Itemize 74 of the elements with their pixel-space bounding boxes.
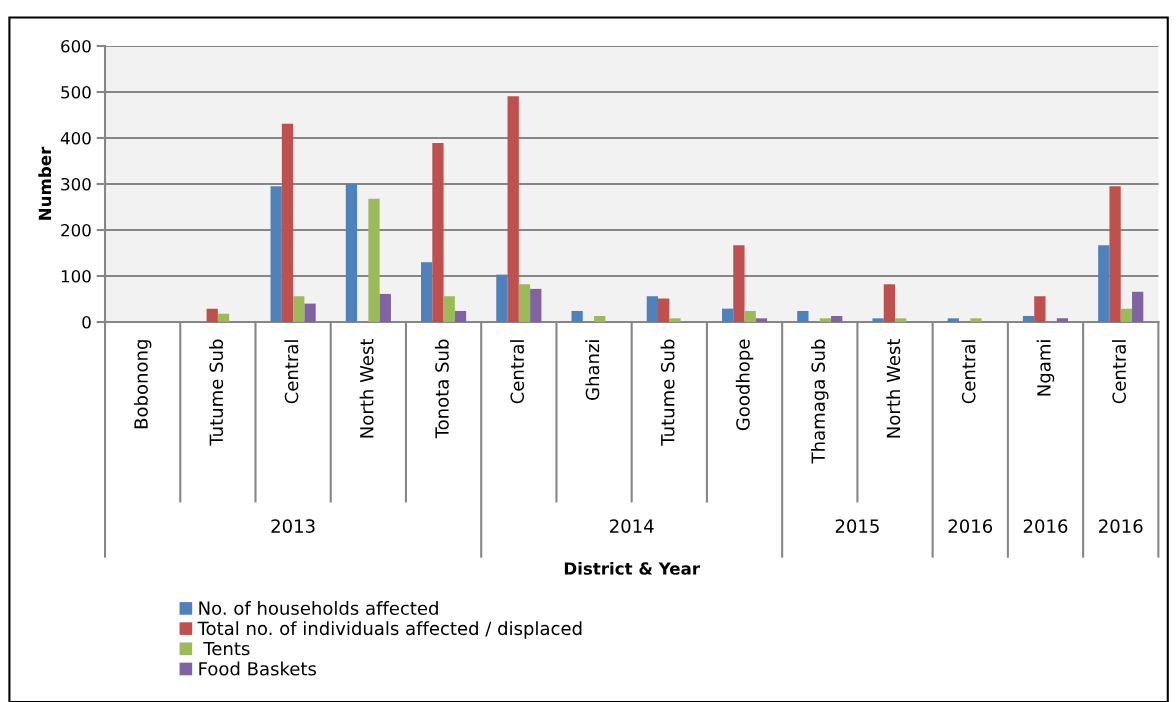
bar	[217, 313, 230, 323]
bar	[1109, 186, 1121, 323]
bar	[454, 310, 467, 323]
bar	[831, 316, 843, 323]
x-tick-label: Ngami	[1036, 340, 1055, 396]
x-tick-label: Ghanzi	[585, 340, 600, 400]
text: 2016	[1099, 519, 1143, 533]
x-tick-label: Goodhope	[735, 339, 754, 431]
text: District & Year	[564, 561, 700, 575]
bar	[293, 296, 305, 323]
bar	[1056, 318, 1069, 323]
x-tick-label: Central	[510, 340, 525, 404]
bar	[819, 318, 832, 323]
text: 2016	[948, 519, 993, 533]
bar	[1022, 316, 1035, 323]
x-tick-label: Bobonong	[133, 340, 152, 429]
bar	[443, 296, 455, 323]
bar	[669, 318, 681, 323]
x-tick-label: Tonota Sub	[434, 339, 449, 439]
bar	[304, 303, 316, 323]
bar	[368, 198, 380, 323]
bar	[797, 310, 809, 323]
bar	[1098, 245, 1110, 323]
bar	[721, 308, 734, 323]
x-tick-label: Tutume Sub	[209, 339, 224, 446]
bar	[571, 310, 583, 323]
y-tick-label: 600	[61, 39, 91, 53]
bar	[883, 284, 896, 323]
bar	[1132, 291, 1144, 323]
bar	[518, 284, 531, 323]
bar	[895, 318, 907, 323]
x-tick-label: Thamaga Sub	[811, 339, 829, 464]
bar	[270, 186, 282, 323]
bar	[496, 274, 508, 323]
y-tick-label: 0	[82, 315, 91, 329]
x-tick-label: North West	[359, 339, 374, 438]
x-tick-label: Central	[284, 340, 299, 404]
bar	[507, 96, 519, 323]
bar	[658, 298, 670, 323]
bar	[345, 183, 358, 323]
y-tick-label: 200	[61, 223, 91, 237]
x-tick-label: Central	[1112, 340, 1126, 404]
bar	[432, 143, 444, 323]
y-axis-title: Number	[38, 146, 52, 220]
legend-label: Food Baskets	[199, 661, 316, 676]
bar	[206, 308, 218, 323]
bar	[733, 245, 745, 323]
bar	[947, 318, 959, 323]
bar	[530, 288, 542, 323]
x-tick-label: Central	[961, 340, 976, 404]
bar	[594, 316, 606, 323]
text: 2014	[610, 519, 654, 533]
legend-label: Tents	[203, 641, 250, 656]
bar	[379, 293, 391, 323]
y-tick-label: 300	[61, 177, 91, 191]
text: 2013	[271, 519, 315, 533]
bar	[1034, 296, 1046, 323]
legend-label: No. of households affected	[199, 601, 438, 615]
y-tick-label: 100	[61, 269, 91, 283]
bar	[970, 318, 982, 323]
bar	[872, 318, 884, 323]
bar	[1120, 308, 1133, 323]
bar	[744, 310, 756, 323]
x-tick-label: Tutume Sub	[660, 339, 675, 446]
x-tick-label: North West	[886, 339, 901, 438]
y-tick-label: 400	[60, 131, 91, 145]
bar	[646, 296, 659, 323]
legend-label: Total no. of individuals affected / displaced	[197, 621, 582, 639]
bar	[281, 123, 294, 323]
bar	[755, 318, 768, 323]
y-tick-label: 500	[61, 85, 91, 99]
text: 2016	[1023, 519, 1068, 533]
text: 2015	[835, 519, 879, 533]
bar	[421, 262, 433, 323]
